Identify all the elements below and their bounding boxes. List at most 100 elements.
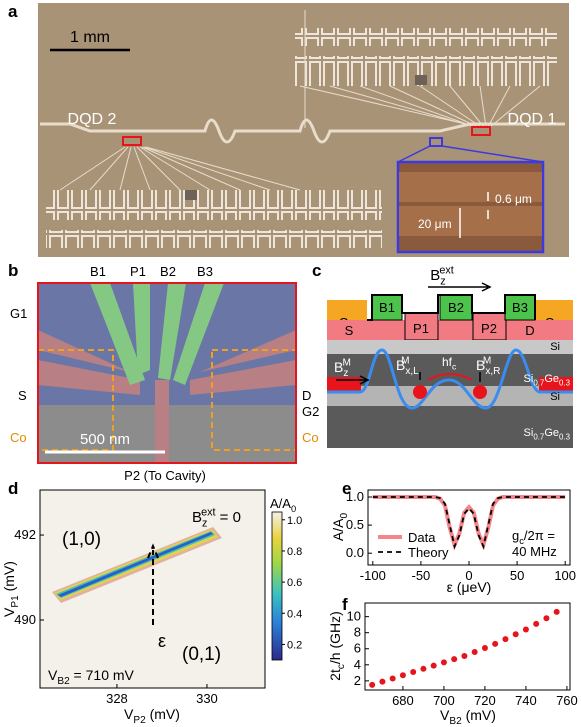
fan-lines [59,85,541,191]
marker [185,190,197,200]
resonator [40,118,565,144]
data-point [522,626,529,633]
panel-letter: e [342,479,351,498]
gate-label: B2 [160,264,176,279]
panel-letter: a [8,2,18,21]
text-part: Si [524,373,534,385]
text-part: c [452,362,457,372]
text-part: (mV) [146,706,180,722]
y-tick-label: 490 [14,612,36,627]
text-part: A/A [330,518,346,541]
x-tick-label: 740 [515,693,537,708]
text-part: B [396,357,405,373]
photon-label: hfc [442,355,457,372]
leads [38,330,296,395]
gate-label: B3 [512,300,528,315]
layer-label: Si0.7Ge0.3 [524,427,571,441]
y-tick-label: 492 [14,527,36,542]
panel-b: b 500 nm B1 P1 B2 B3 G1 S Co D G2 Co P2 … [8,261,319,483]
data-point [389,675,396,682]
data-line [372,496,566,550]
text-part: 0 [291,504,296,514]
data-point [440,659,447,666]
gate-label: P2 [481,321,497,336]
data-point [481,644,488,651]
colorbar-tick-label: 0.4 [287,608,302,620]
text-part: z [343,368,348,379]
y-axis-label: VP1 (mV) [1,561,21,617]
text-part: B2 [57,676,70,687]
data-point [430,662,437,669]
panel-letter: c [312,261,321,280]
detuning-arrow [147,543,159,625]
legend-label: Data [408,530,436,545]
text-part: M [401,356,409,367]
dqd-box [122,136,142,146]
potential [327,348,573,410]
text-part: B [192,509,202,526]
panel-letter: f [342,595,348,614]
gate-label: B1 [90,264,106,279]
x-tick-label: 328 [106,691,128,706]
field-label: Bzext [430,264,454,287]
tunnel-arrow [427,373,473,381]
electron [413,385,427,399]
legend-label: Theory [408,545,449,560]
gates [90,283,224,385]
pads [295,28,557,46]
gate-label: G1 [10,306,27,321]
text-part: z [440,276,445,288]
text-part: B2 [449,716,462,727]
text-part: /h (GHz) [327,611,343,664]
x-axis-label: VP2 (mV) [124,706,180,726]
text-part: x,L [405,366,419,377]
field-arrow [428,282,492,292]
x-tick-label: -100 [360,568,386,583]
data-point [471,648,478,655]
x-axis-label: ε (μeV) [447,579,492,595]
gate-label: S [345,323,354,338]
sem-frame [37,282,297,464]
p2-lead [155,380,169,463]
text-part: V [124,706,134,722]
si-layer [327,386,573,406]
gate-label: P1 [413,321,429,336]
barrier [439,294,473,321]
gate-label: B3 [197,264,213,279]
annotation: (0,1) [182,644,221,665]
y-tick-label: 8 [354,625,361,640]
cavity-label: P2 (To Cavity) [124,468,206,483]
text-part: 0 [339,513,350,519]
scale-label: 1 mm [70,29,110,46]
y-tick-label: 0.5 [346,517,364,532]
gate-label: S [18,388,27,403]
text-part: Ge [544,427,559,439]
co-label: Co [302,430,319,445]
layer-label: Si0.7Ge0.3 [524,373,571,387]
inset-label: 0.6 μm [495,192,532,206]
gate-label: B2 [448,300,464,315]
y-tick-label: 2 [354,673,361,688]
inset-stripe [399,206,542,236]
inset-stripe [399,172,542,202]
x-tick-label: 720 [474,693,496,708]
gate-label: B1 [379,300,395,315]
text-part: Ge [544,373,559,385]
data-point [461,652,468,659]
y-tick-label: 4 [354,657,361,672]
text-part: 0.7 [533,432,544,441]
text-part: = 710 mV [70,667,135,683]
plunger [472,312,507,341]
x-tick-label: 680 [392,693,414,708]
text-part: ext [439,264,453,276]
x-tick-label: 0 [465,568,472,583]
text-part: c [336,664,347,669]
text-part: P2 [133,715,146,726]
text-part: M [343,358,351,369]
field-label: BzM [334,358,351,380]
text-part: M [483,356,491,367]
annotation: gc/2π = [512,528,555,546]
